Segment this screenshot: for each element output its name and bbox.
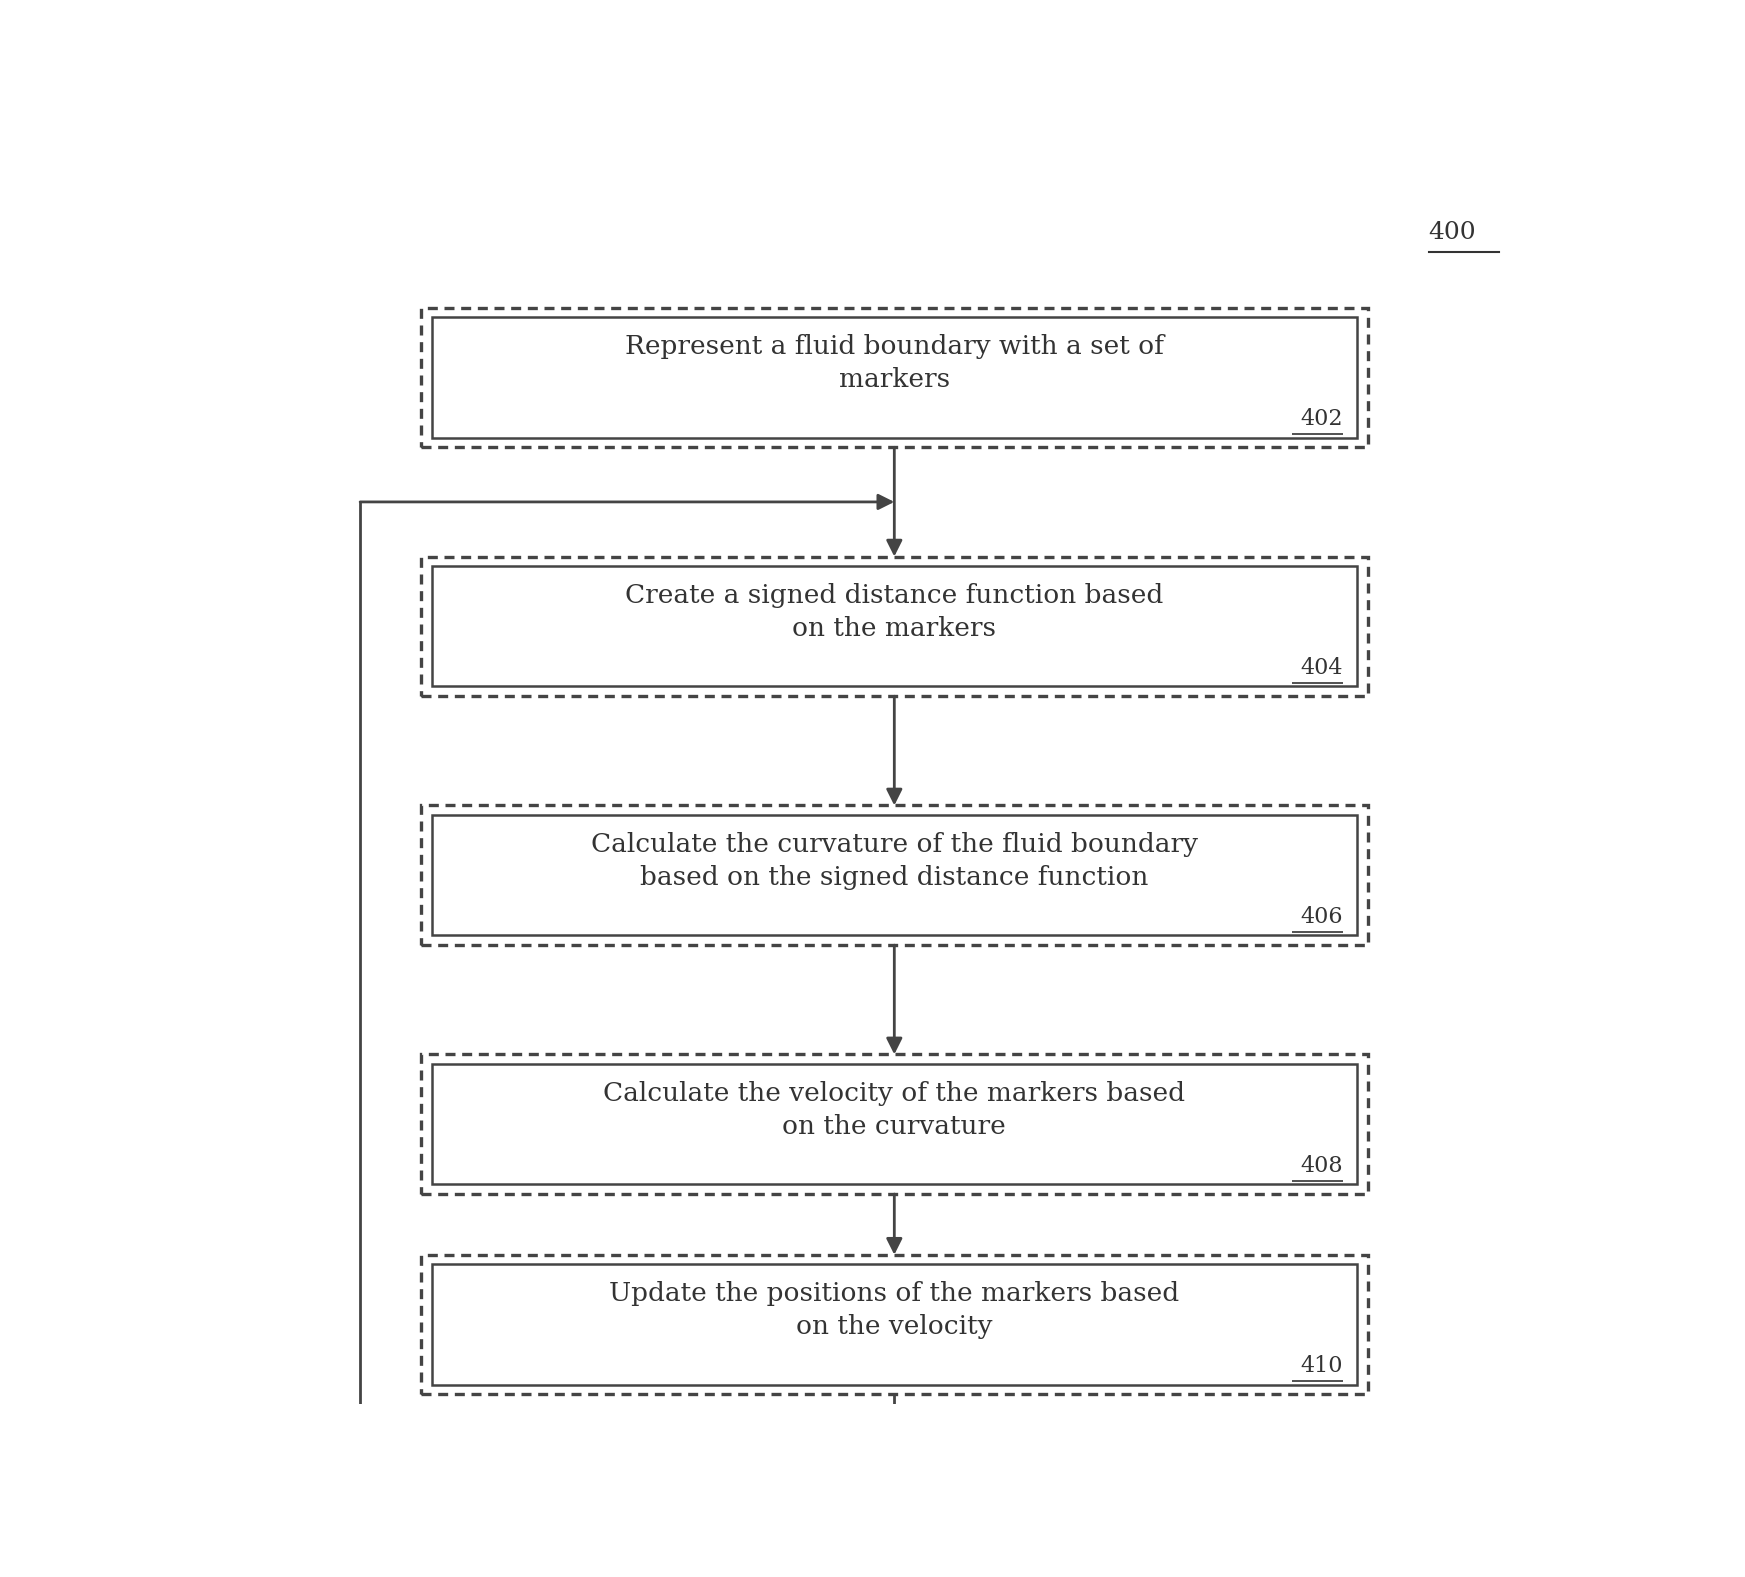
Text: 408: 408 (1300, 1154, 1344, 1176)
Text: 402: 402 (1300, 408, 1344, 431)
Text: Calculate the curvature of the fluid boundary
based on the signed distance funct: Calculate the curvature of the fluid bou… (592, 831, 1197, 889)
Text: 410: 410 (1300, 1355, 1344, 1377)
Bar (421, 806, 1368, 945)
Bar (421, 1055, 1368, 1194)
Bar (431, 1265, 1358, 1385)
Bar (431, 1064, 1358, 1184)
Text: 406: 406 (1300, 907, 1344, 929)
Bar (421, 557, 1368, 695)
Text: Calculate the velocity of the markers based
on the curvature: Calculate the velocity of the markers ba… (604, 1080, 1185, 1139)
Bar (421, 308, 1368, 448)
Bar (431, 317, 1358, 437)
Text: Represent a fluid boundary with a set of
markers: Represent a fluid boundary with a set of… (625, 334, 1164, 391)
Text: 404: 404 (1300, 658, 1344, 680)
Bar (431, 566, 1358, 686)
Text: Create a signed distance function based
on the markers: Create a signed distance function based … (625, 583, 1164, 640)
Text: Update the positions of the markers based
on the velocity: Update the positions of the markers base… (609, 1281, 1180, 1339)
Bar (421, 1255, 1368, 1394)
Bar (431, 815, 1358, 935)
Text: 400: 400 (1429, 221, 1476, 244)
